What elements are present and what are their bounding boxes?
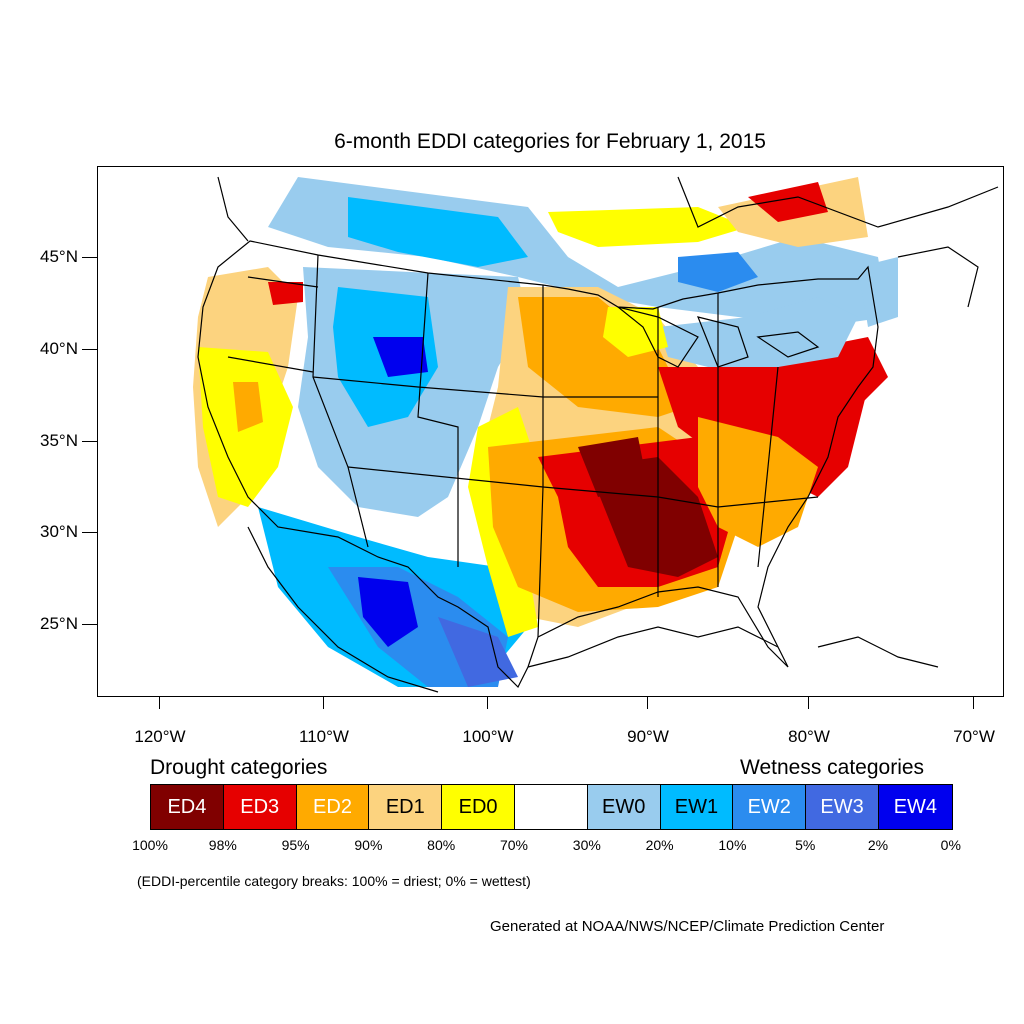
lon-label-100: 100°W (462, 727, 514, 746)
legend-break-label: 5% (795, 837, 816, 853)
lon-tick-80 (808, 697, 809, 709)
lon-tick-100 (487, 697, 488, 709)
us-outline (197, 240, 879, 689)
region-canada-ed0 (548, 207, 748, 247)
legend-break-label: 98% (208, 837, 237, 853)
region-canada-ew2 (678, 252, 758, 292)
lat-label-25: 25°N (40, 614, 78, 633)
legend-break-label: 100% (132, 837, 168, 853)
lon-label-70: 70°W (953, 727, 995, 746)
legend-break-label: 30% (572, 837, 601, 853)
gulf-coast (527, 626, 779, 668)
region-mexico-ew4 (358, 577, 418, 647)
region-east-ed3 (658, 347, 868, 497)
legend-cell-ed3: ED3 (223, 785, 297, 829)
cuba-outline (817, 636, 939, 668)
legend-cell-ed0: ED0 (442, 785, 515, 829)
eddi-map (193, 176, 999, 693)
credit-line: Generated at NOAA/NWS/NCEP/Climate Predi… (490, 918, 885, 935)
legend-break-label: 0% (940, 837, 961, 853)
region-midwest-ed2 (518, 297, 688, 417)
lat-tick-30 (82, 532, 97, 533)
legend-cell-ew1: EW1 (660, 785, 734, 829)
map-title: 6-month EDDI categories for February 1, … (334, 130, 766, 153)
legend-cell-ed2: ED2 (296, 785, 370, 829)
region-arkansas-ed4 (578, 437, 648, 497)
state-line-9 (227, 356, 314, 373)
region-oregon-ed3 (268, 282, 303, 305)
legend-cell-ed1: ED1 (369, 785, 443, 829)
region-mexico-ew3 (438, 617, 518, 687)
lon-label-80: 80°W (788, 727, 830, 746)
canada-coast (217, 176, 999, 308)
boundary-lines (197, 176, 999, 693)
state-line-10 (247, 276, 319, 288)
legend-note: (EDDI-percentile category breaks: 100% =… (137, 873, 531, 889)
lat-label-30: 30°N (40, 522, 78, 541)
legend-break-label: 10% (718, 837, 747, 853)
legend-break-label: 95% (281, 837, 310, 853)
lat-label-40: 40°N (40, 339, 78, 358)
legend-cell-ew4: EW4 (878, 785, 952, 829)
map-frame (97, 166, 1004, 697)
lat-tick-25 (82, 624, 97, 625)
state-line-8 (757, 366, 779, 568)
lat-tick-40 (82, 349, 97, 350)
region-california-ed2 (233, 382, 263, 432)
category-regions (193, 177, 898, 687)
mexico-coast (247, 526, 439, 693)
legend-break-label: 90% (354, 837, 383, 853)
region-canada-ew1 (348, 197, 528, 267)
lon-label-110: 110°W (299, 727, 349, 746)
lon-tick-120 (159, 697, 160, 709)
legend-break-label: 2% (867, 837, 889, 853)
region-newengland-ew0 (858, 257, 898, 327)
region-quebec-ed3 (748, 182, 828, 222)
lat-tick-45 (82, 257, 97, 258)
lon-label-90: 90°W (627, 727, 669, 746)
legend-cell-ew2: EW2 (733, 785, 807, 829)
state-line-4 (312, 376, 658, 398)
legend-break-label: 80% (427, 837, 456, 853)
legend-cell-neutral (514, 785, 588, 829)
greatlakes-outline (617, 306, 820, 368)
lon-label-120: 120°W (134, 727, 186, 746)
legend-cell-ew3: EW3 (806, 785, 879, 829)
lon-tick-90 (647, 697, 648, 709)
state-line-2 (417, 272, 459, 567)
legend-break-label: 70% (499, 837, 529, 853)
state-line-1 (312, 254, 369, 548)
legend-color-bar: ED4 ED3 ED2 ED1 ED0 EW0 EW1 EW2 EW3 EW4 (150, 784, 953, 830)
drought-heading: Drought categories (150, 756, 328, 779)
legend-break-label: 20% (645, 837, 674, 853)
legend-cell-ed4: ED4 (151, 785, 224, 829)
lon-tick-110 (323, 697, 324, 709)
region-greatlakes-ew0 (658, 297, 858, 367)
lat-label-45: 45°N (40, 247, 78, 266)
lon-tick-70 (973, 697, 974, 709)
region-wyoming-ew4 (373, 337, 428, 377)
region-east-ed2 (698, 417, 818, 547)
lat-label-35: 35°N (40, 431, 78, 450)
wetness-heading: Wetness categories (740, 756, 925, 779)
legend-cell-ew0: EW0 (587, 785, 661, 829)
lat-tick-35 (82, 441, 97, 442)
